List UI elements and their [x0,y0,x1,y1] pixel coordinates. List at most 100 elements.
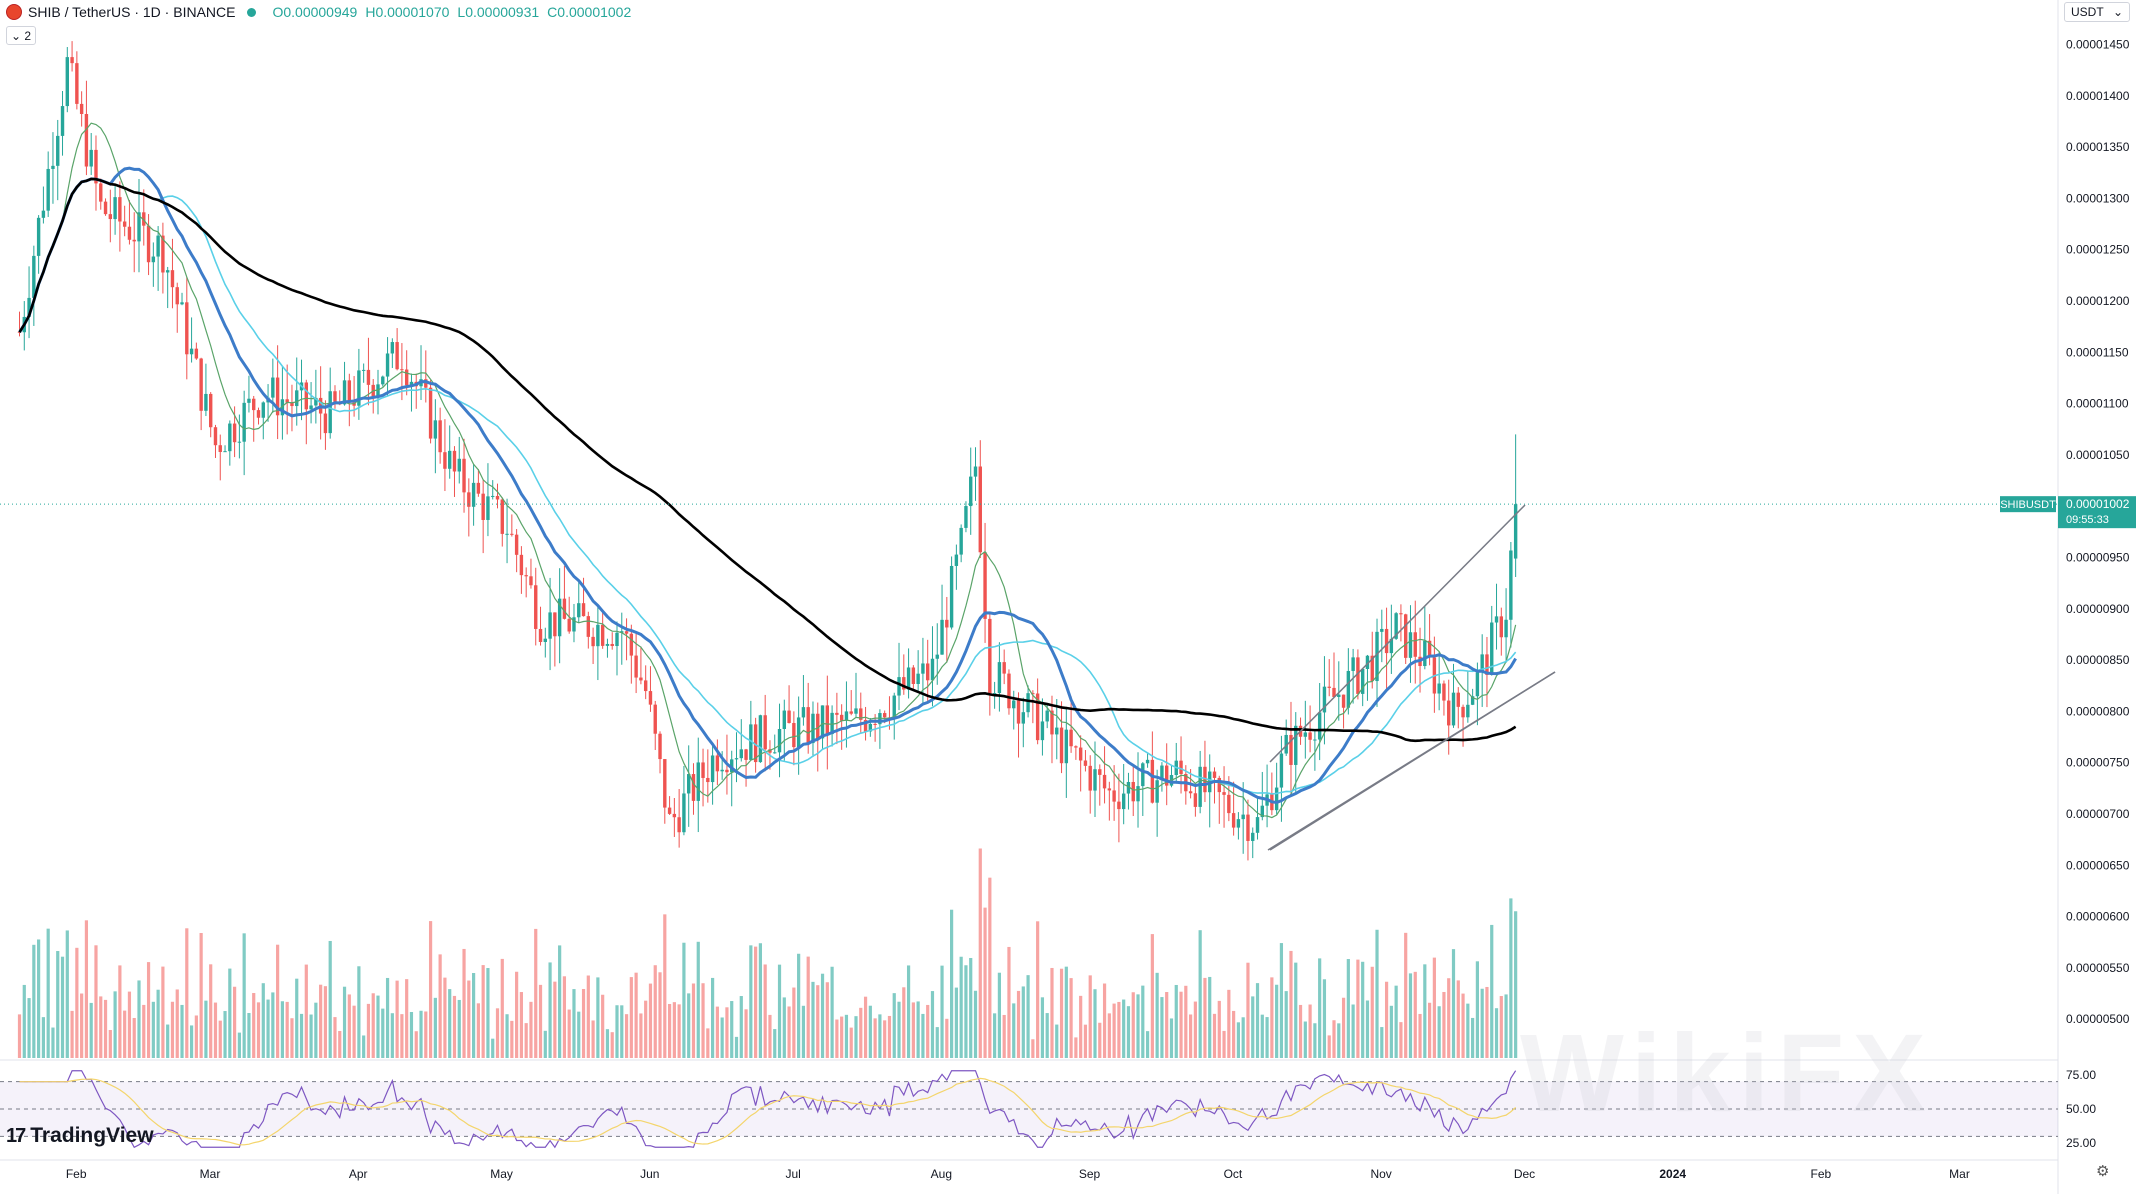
volume-bar [362,1035,366,1058]
volume-bar [749,945,753,1058]
volume-bar [524,1023,528,1058]
currency-selector[interactable]: USDT ⌄ [2064,2,2130,22]
time-tick-label: Dec [1514,1167,1535,1181]
volume-bar [1428,1002,1432,1058]
volume-bar [1490,924,1494,1058]
candle-body [1322,686,1327,713]
volume-bar [366,1003,371,1058]
volume-bar [357,966,361,1058]
candle-body [749,724,753,760]
volume-bar [1208,976,1212,1058]
volume-bar [782,997,786,1058]
volume-bar [1442,991,1446,1058]
candle-body [596,624,600,647]
candle-body [1380,628,1384,632]
ma-cyan-line [18,178,1517,795]
time-tick-label: Oct [1224,1167,1243,1181]
candle-body [969,476,973,507]
candle-body [1337,694,1341,697]
candle-body [1040,721,1045,741]
volume-bar [209,964,213,1058]
volume-bar [1016,990,1021,1058]
candle-body [978,466,982,553]
volume-bar [706,1028,710,1058]
candle-body [1002,662,1006,674]
gear-icon[interactable]: ⚙ [2096,1163,2110,1180]
candle-body [122,221,127,227]
volume-bar [744,1009,748,1058]
volume-bar [1456,980,1460,1058]
rsi-tick-label: 25.00 [2066,1136,2096,1150]
volume-bar [696,941,700,1058]
volume-bar [830,966,834,1058]
volume-bar [1509,898,1513,1058]
volume-bar [663,914,667,1058]
volume-bar [113,991,117,1058]
candle-body [534,585,538,629]
candle-body [1389,638,1394,654]
price-tick-label: 0.00001050 [2066,448,2130,462]
candle-body [916,673,920,684]
volume-bar [261,983,265,1058]
candle-body [1423,640,1427,667]
volume-bar [1408,973,1413,1058]
volume-bar [1423,964,1427,1058]
volume-bar [1499,996,1503,1058]
volume-bar [452,995,457,1058]
volume-bar [1165,992,1169,1058]
volume-bar [1351,1004,1355,1058]
volume-bar [161,966,165,1058]
symbol-title[interactable]: SHIB / TetherUS · 1D · BINANCE [28,4,236,20]
volume-bar [973,990,978,1058]
candle-body [400,369,404,371]
candle-body [682,793,686,833]
collapse-indicators-button[interactable]: ⌄ 2 [6,26,36,45]
candle-body [1513,504,1518,559]
candle-body [1447,700,1451,726]
volume-bar [213,1002,218,1058]
volume-bar [1131,992,1135,1058]
candle-body [275,377,280,416]
price-tick-label: 0.00000800 [2066,704,2130,718]
volume-bar [1432,957,1436,1058]
candle-body [1341,694,1346,708]
volume-bar [859,1007,863,1058]
candle-body [854,708,858,714]
candle-body [1313,739,1317,741]
volume-bar [1389,1005,1393,1058]
candle-body [882,713,887,718]
candle-body [385,353,390,377]
candle-body [271,377,275,398]
candle-body [839,714,844,721]
volume-bar [1069,978,1073,1058]
candle-body [161,235,165,273]
volume-bar [237,1032,241,1058]
candle-body [586,616,591,637]
volume-bar [1318,958,1322,1058]
candle-body [863,719,868,732]
volume-bar [1007,946,1011,1058]
candle-body [1150,759,1155,803]
volume-bar [777,964,782,1058]
volume-bar [997,972,1001,1058]
candle-body [1236,819,1241,828]
time-tick-label: Mar [1949,1167,1970,1181]
candle-body [32,255,36,298]
candle-body [677,817,681,833]
ma-long-line [18,177,1517,743]
volume-bar [983,907,987,1058]
volume-bar [228,968,232,1058]
volume-bar [577,1011,581,1058]
volume-bar [491,1038,495,1058]
candle-body [146,225,151,263]
candle-body [687,774,691,794]
volume-bar [323,986,328,1058]
candle-body [1193,793,1198,807]
volume-bar [438,954,442,1058]
volume-bar [223,1011,227,1058]
volume-bar [1064,966,1068,1058]
volume-bar [863,996,868,1058]
candle-body [366,369,371,385]
volume-bar [1021,986,1025,1058]
